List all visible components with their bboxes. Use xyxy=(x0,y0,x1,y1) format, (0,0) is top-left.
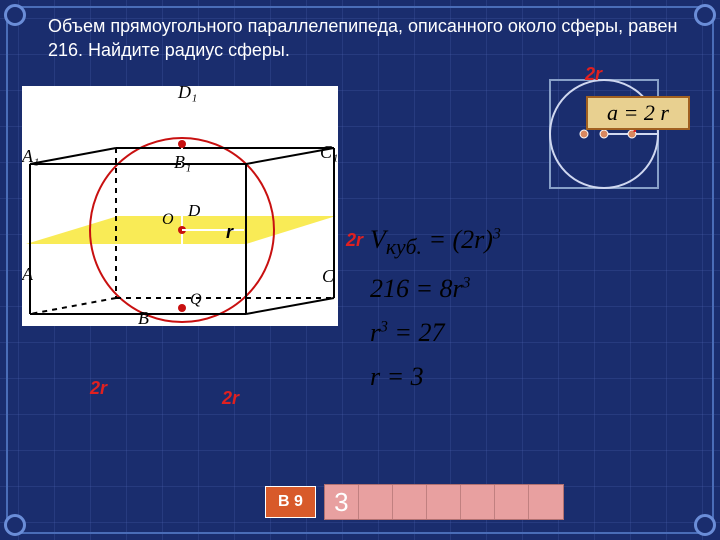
answer-cell[interactable] xyxy=(393,485,427,519)
svg-text:B₁: B₁ xyxy=(174,152,191,172)
cube-sphere-diagram: A₁ D₁ B₁ C₁ A B C D O Q xyxy=(22,86,338,326)
formula-box: a = 2 r xyxy=(586,96,690,130)
problem-statement: Объем прямоугольного параллелепипеда, оп… xyxy=(48,14,680,63)
corner-ornament xyxy=(4,4,26,26)
edge-label-2r: 2r xyxy=(90,378,107,399)
answer-cell[interactable] xyxy=(359,485,393,519)
solution-equations: Vкуб. = (2r)3 216 = 8r3 r3 = 27 r = 3 xyxy=(370,225,610,406)
eq-line: r3 = 27 xyxy=(370,318,610,348)
svg-text:Q: Q xyxy=(190,291,202,308)
edge-label-2r: 2r xyxy=(346,230,363,251)
answer-cell[interactable] xyxy=(529,485,563,519)
svg-text:D₁: D₁ xyxy=(177,86,197,102)
task-badge: В 9 xyxy=(265,486,316,518)
corner-ornament xyxy=(4,514,26,536)
svg-text:A: A xyxy=(22,264,34,284)
svg-text:A₁: A₁ xyxy=(22,146,39,166)
svg-text:C: C xyxy=(322,266,335,286)
svg-text:C₁: C₁ xyxy=(320,142,338,162)
answer-cell[interactable]: 3 xyxy=(325,485,359,519)
answer-cells[interactable]: 3 xyxy=(324,484,564,520)
radius-label: r xyxy=(226,222,233,243)
corner-ornament xyxy=(694,514,716,536)
svg-text:D: D xyxy=(187,201,201,220)
answer-cell[interactable] xyxy=(461,485,495,519)
eq-line: Vкуб. = (2r)3 xyxy=(370,225,610,260)
svg-text:O: O xyxy=(162,211,174,228)
answer-cell[interactable] xyxy=(427,485,461,519)
corner-ornament xyxy=(694,4,716,26)
answer-cell[interactable] xyxy=(495,485,529,519)
top-edge-label: 2r xyxy=(585,64,602,85)
eq-line: 216 = 8r3 xyxy=(370,274,610,304)
edge-label-2r: 2r xyxy=(222,388,239,409)
answer-footer: В 9 3 xyxy=(265,484,564,520)
top-view-diagram xyxy=(544,74,664,194)
svg-text:B: B xyxy=(138,308,149,326)
eq-line: r = 3 xyxy=(370,362,610,392)
